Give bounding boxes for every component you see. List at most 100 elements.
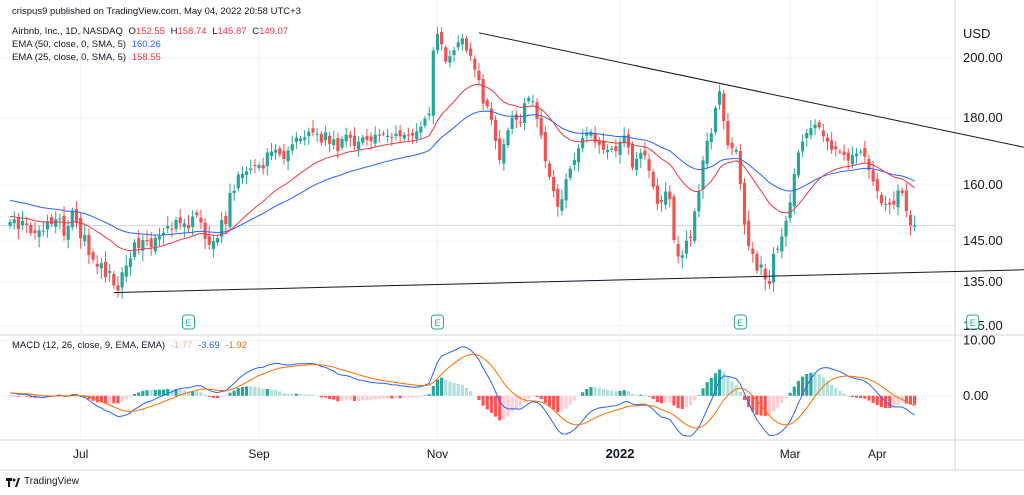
macd-histogram-bar	[834, 388, 838, 396]
tradingview-logo-icon	[6, 477, 20, 487]
ema25-legend[interactable]: EMA (25, close, 0, SMA, 5) 158.55	[12, 52, 161, 63]
candle-down	[203, 222, 207, 239]
macd-histogram-bar	[120, 395, 124, 402]
candle-up	[174, 219, 178, 230]
candle-up	[506, 130, 510, 146]
candle-up	[290, 144, 294, 151]
macd-histogram-bar	[182, 390, 186, 396]
macd-histogram-bar	[290, 393, 294, 396]
candle-up	[54, 219, 58, 227]
macd-histogram-bar	[630, 393, 635, 396]
macd-histogram-bar	[875, 395, 879, 405]
macd-histogram-bar	[108, 395, 112, 403]
candle-down	[369, 136, 373, 142]
candle-down	[195, 212, 199, 216]
time-tick-label: 2022	[606, 446, 635, 461]
candle-down	[481, 78, 485, 104]
macd-histogram-bar	[751, 395, 755, 412]
macd-histogram-bar	[398, 395, 402, 399]
candle-down	[871, 169, 875, 182]
macd-histogram-bar	[245, 386, 249, 396]
candle-up	[157, 236, 162, 240]
ema50-legend[interactable]: EMA (50, close, 0, SMA, 5) 160.26	[12, 39, 161, 50]
candle-down	[556, 188, 560, 207]
candle-down	[751, 248, 755, 254]
macd-histogram-bar	[842, 393, 846, 396]
candle-up	[581, 137, 585, 149]
candle-down	[336, 138, 340, 152]
candle-down	[485, 100, 489, 107]
candle-up	[568, 168, 572, 178]
macd-histogram-bar	[651, 395, 655, 400]
macd-histogram-bar	[726, 376, 730, 396]
candle-down	[535, 102, 539, 119]
candle-down	[867, 158, 871, 170]
candle-up	[20, 220, 25, 226]
candle-up	[456, 42, 460, 48]
macd-histogram-bar	[639, 394, 643, 396]
tradingview-logo[interactable]: TradingView	[6, 476, 79, 487]
macd-histogram-bar	[904, 395, 908, 404]
candle-up	[394, 133, 398, 137]
candle-down	[186, 224, 191, 229]
macd-histogram-bar	[788, 392, 792, 396]
ohlc-close: C149.07	[252, 26, 289, 37]
macd-histogram-bar	[174, 388, 178, 396]
candle-down	[514, 114, 518, 120]
candle-up	[850, 155, 854, 165]
candle-down	[817, 122, 821, 128]
macd-histogram-bar	[742, 395, 747, 401]
macd-histogram-bar	[655, 395, 659, 403]
candle-down	[112, 273, 116, 286]
candle-down	[493, 119, 498, 141]
candle-down	[137, 238, 141, 248]
candle-up	[606, 149, 610, 153]
candle-down	[381, 133, 386, 135]
macd-histogram-bar	[361, 395, 365, 401]
earnings-marker-label: E	[185, 318, 191, 328]
macd-histogram-bar	[547, 395, 552, 407]
candle-down	[79, 217, 83, 239]
macd-histogram-bar	[211, 395, 215, 398]
time-tick-label: Mar	[780, 447, 801, 461]
candle-down	[352, 135, 357, 146]
candle-up	[120, 272, 124, 288]
candle-down	[838, 151, 842, 153]
candle-up	[527, 98, 531, 102]
ema25-line	[10, 83, 915, 252]
macd-legend[interactable]: MACD (12, 26, close, 9, EMA, EMA) -1.77 …	[12, 340, 247, 351]
symbol-legend[interactable]: Airbnb, Inc., 1D, NASDAQ O152.55 H158.74…	[12, 26, 291, 38]
tradingview-brand: TradingView	[24, 476, 80, 487]
macd-histogram-bar	[469, 391, 473, 396]
macd-histogram-bar	[589, 387, 593, 396]
macd-histogram-bar	[618, 390, 622, 396]
macd-histogram-bar	[776, 395, 780, 408]
macd-histogram-bar	[722, 371, 726, 396]
candle-down	[149, 238, 153, 248]
candle-up	[564, 179, 568, 201]
candle-up	[357, 141, 361, 150]
macd-histogram-bar	[871, 395, 875, 403]
macd-histogram-bar	[162, 389, 166, 396]
macd-histogram-bar	[659, 395, 664, 404]
macd-histogram-bar	[585, 389, 589, 396]
candle-up	[585, 132, 589, 136]
macd-histogram-bar	[199, 392, 203, 396]
candle-up	[560, 199, 564, 211]
macd-histogram-bar	[817, 374, 821, 396]
macd-histogram-bar	[427, 394, 431, 396]
candle-down	[747, 220, 751, 246]
macd-histogram-bar	[460, 384, 464, 396]
candle-down	[543, 131, 547, 162]
macd-histogram-bar	[780, 395, 784, 403]
candle-down	[668, 191, 672, 200]
price-tick-label: 135.00	[963, 274, 1003, 289]
macd-histogram-bar	[228, 392, 232, 396]
macd-histogram-bar	[41, 395, 45, 398]
candle-up	[813, 124, 817, 129]
candle-down	[473, 58, 477, 70]
macd-histogram-bar	[506, 395, 510, 417]
macd-histogram-bar	[498, 395, 502, 421]
macd-histogram-bar	[149, 390, 153, 396]
